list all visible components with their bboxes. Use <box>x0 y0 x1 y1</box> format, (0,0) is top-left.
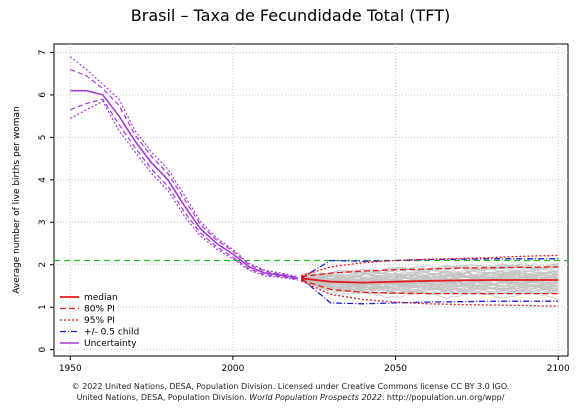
citation-part-2: . http://population.un.org/wpp/ <box>381 393 505 402</box>
legend-label: +/- 0.5 child <box>84 328 139 338</box>
trajectory-line <box>301 263 559 277</box>
grid <box>54 44 568 356</box>
citation-title: World Population Prospects 2022 <box>249 393 382 402</box>
axis-ticks: 1950 2000 2050 2100 0 1 2 3 4 5 6 7 <box>38 50 570 374</box>
legend-label: Uncertainty <box>84 339 137 349</box>
series <box>54 56 568 307</box>
historical-lower95-line <box>70 100 299 281</box>
x-tick-label: 2050 <box>384 364 407 374</box>
lower-half-child-line <box>300 277 559 305</box>
lower95-line <box>300 280 559 307</box>
copyright-note: © 2022 United Nations, DESA, Population … <box>71 382 510 391</box>
y-tick-label: 3 <box>38 219 48 225</box>
legend-label: 95% PI <box>84 316 115 326</box>
trajectory-line <box>301 279 559 290</box>
y-tick-label: 2 <box>38 262 48 268</box>
chart-title: Brasil – Taxa de Fecundidade Total (TFT) <box>130 6 451 25</box>
historical-upper95-line <box>69 56 299 278</box>
y-tick-label: 6 <box>38 92 48 98</box>
lower80-line <box>301 279 559 295</box>
trajectory-line <box>301 279 559 289</box>
historical-median-line <box>70 89 299 280</box>
citation-note: United Nations, DESA, Population Divisio… <box>0 393 581 402</box>
legend-label: median <box>84 293 118 303</box>
y-tick-label: 0 <box>38 346 48 352</box>
x-tick-label: 2000 <box>221 364 244 374</box>
upper95-line <box>301 254 559 277</box>
y-tick-label: 4 <box>38 177 48 183</box>
y-tick-label: 5 <box>38 135 48 141</box>
upper-half-child-line <box>300 258 559 279</box>
historical-upper80-line <box>70 68 299 279</box>
legend-label: 80% PI <box>84 305 115 315</box>
historical-lower80-line <box>70 98 299 280</box>
trajectory-line <box>301 271 559 281</box>
trajectory-line <box>301 269 559 281</box>
trajectory-line <box>301 263 559 279</box>
y-tick-label: 7 <box>38 50 48 56</box>
trajectory-line <box>301 279 559 294</box>
trajectory-line <box>301 278 559 295</box>
upper80-line <box>301 266 559 278</box>
median-line <box>301 277 559 284</box>
citation-part-1: United Nations, DESA, Population Divisio… <box>76 393 250 402</box>
trajectory-line <box>301 275 559 289</box>
x-tick-label: 2100 <box>547 364 570 374</box>
y-tick-label: 1 <box>38 304 48 310</box>
trajectory-line <box>300 280 559 293</box>
x-tick-label: 1950 <box>59 364 82 374</box>
y-axis-label: Average number of live births per woman <box>12 106 22 293</box>
plot-frame <box>53 43 569 357</box>
